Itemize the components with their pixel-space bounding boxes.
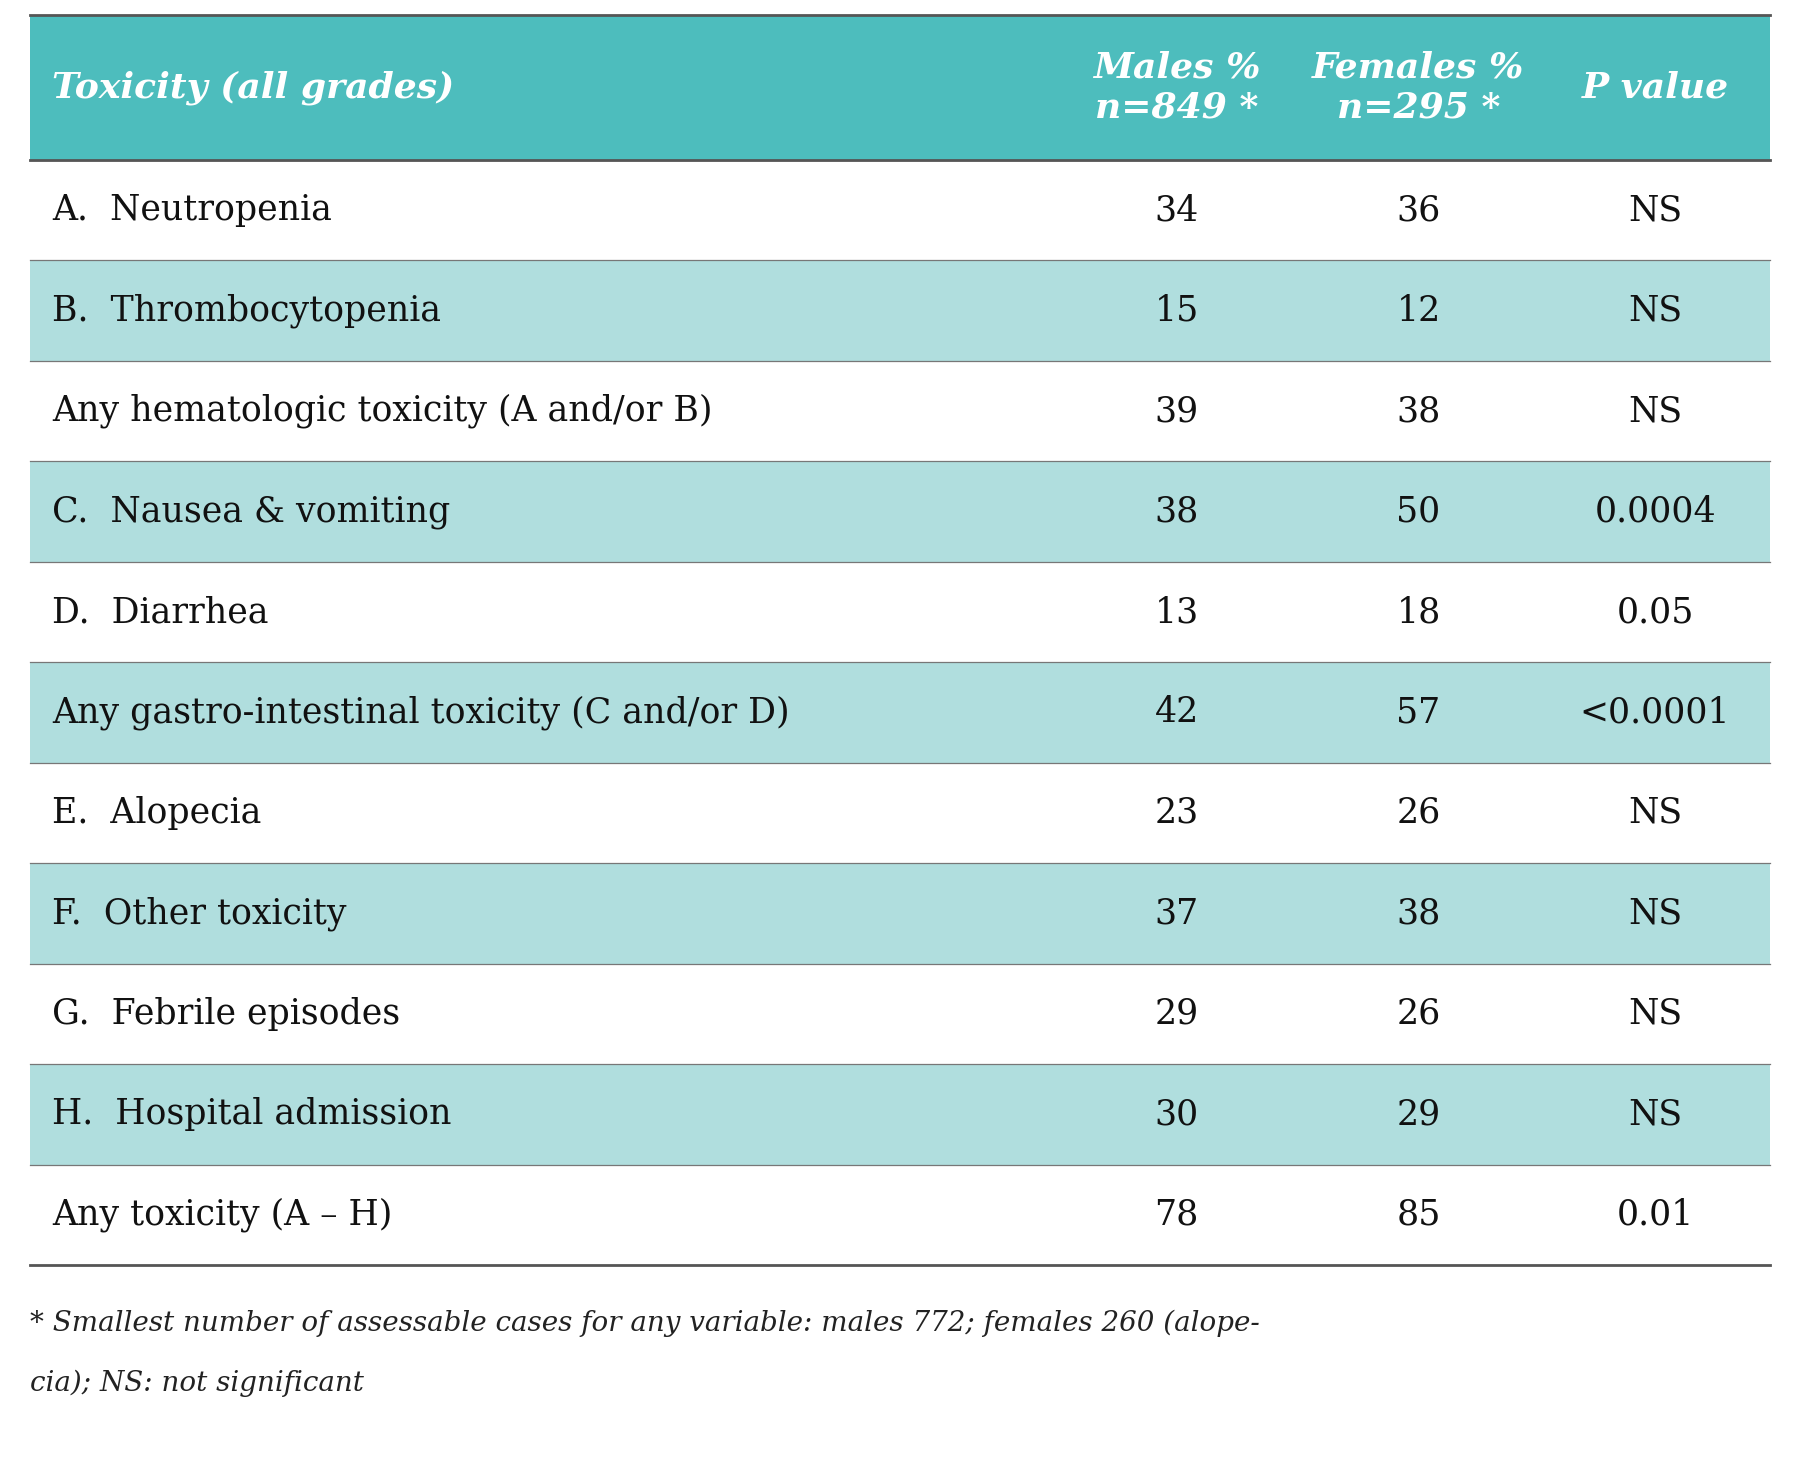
Text: 38: 38 (1154, 495, 1199, 528)
Text: 50: 50 (1397, 495, 1440, 528)
Text: F.  Other toxicity: F. Other toxicity (52, 896, 346, 931)
Text: 13: 13 (1154, 595, 1199, 629)
Text: Females %
n=295 *: Females % n=295 * (1312, 51, 1525, 124)
Text: 12: 12 (1397, 293, 1440, 328)
Text: 15: 15 (1154, 293, 1199, 328)
Text: NS: NS (1627, 394, 1683, 427)
Text: 0.0004: 0.0004 (1595, 495, 1715, 528)
Bar (31, 261, 1769, 360)
Text: 78: 78 (1154, 1198, 1199, 1231)
Text: 29: 29 (1397, 1097, 1440, 1131)
Text: * Smallest number of assessable cases for any variable: males 772; females 260 (: * Smallest number of assessable cases fo… (31, 1310, 1260, 1338)
Text: NS: NS (1627, 896, 1683, 931)
Bar (31, 1164, 1769, 1265)
Text: 30: 30 (1154, 1097, 1199, 1131)
Text: 42: 42 (1154, 696, 1199, 730)
Text: B.  Thrombocytopenia: B. Thrombocytopenia (52, 293, 441, 328)
Text: C.  Nausea & vomiting: C. Nausea & vomiting (52, 495, 450, 528)
Text: 18: 18 (1397, 595, 1440, 629)
Text: Any hematologic toxicity (A and/or B): Any hematologic toxicity (A and/or B) (52, 394, 713, 429)
Bar (31, 963, 1769, 1064)
Text: NS: NS (1627, 1097, 1683, 1131)
Text: 37: 37 (1154, 896, 1199, 931)
Bar (31, 360, 1769, 461)
Bar (31, 662, 1769, 763)
Bar (31, 1064, 1769, 1164)
Text: 38: 38 (1397, 896, 1440, 931)
Text: Males %
n=849 *: Males % n=849 * (1093, 51, 1260, 124)
Bar (31, 160, 1769, 261)
Text: NS: NS (1627, 193, 1683, 228)
Text: 36: 36 (1397, 193, 1440, 228)
Text: 34: 34 (1154, 193, 1199, 228)
Text: cia); NS: not significant: cia); NS: not significant (31, 1370, 364, 1398)
Bar (31, 562, 1769, 662)
Text: Toxicity (all grades): Toxicity (all grades) (52, 70, 454, 105)
Text: NS: NS (1627, 797, 1683, 830)
Bar (31, 864, 1769, 963)
Bar (31, 461, 1769, 562)
Text: 26: 26 (1397, 797, 1440, 830)
Text: G.  Febrile episodes: G. Febrile episodes (52, 996, 400, 1032)
Text: NS: NS (1627, 293, 1683, 328)
Text: 23: 23 (1154, 797, 1199, 830)
Text: 57: 57 (1397, 696, 1440, 730)
Text: H.  Hospital admission: H. Hospital admission (52, 1097, 452, 1131)
Text: E.  Alopecia: E. Alopecia (52, 797, 261, 830)
Text: <0.0001: <0.0001 (1580, 696, 1730, 730)
Bar (31, 763, 1769, 864)
Text: 85: 85 (1397, 1198, 1440, 1231)
Text: 0.01: 0.01 (1616, 1198, 1694, 1231)
Text: A.  Neutropenia: A. Neutropenia (52, 193, 331, 228)
Text: 39: 39 (1154, 394, 1199, 427)
Text: 29: 29 (1154, 996, 1199, 1032)
Text: 38: 38 (1397, 394, 1440, 427)
Text: 26: 26 (1397, 996, 1440, 1032)
Text: 0.05: 0.05 (1616, 595, 1694, 629)
Text: NS: NS (1627, 996, 1683, 1032)
Text: Any gastro-intestinal toxicity (C and/or D): Any gastro-intestinal toxicity (C and/or… (52, 694, 790, 730)
Bar (31, 15, 1769, 160)
Text: P value: P value (1582, 70, 1728, 105)
Text: Any toxicity (A – H): Any toxicity (A – H) (52, 1198, 392, 1231)
Text: D.  Diarrhea: D. Diarrhea (52, 595, 268, 629)
